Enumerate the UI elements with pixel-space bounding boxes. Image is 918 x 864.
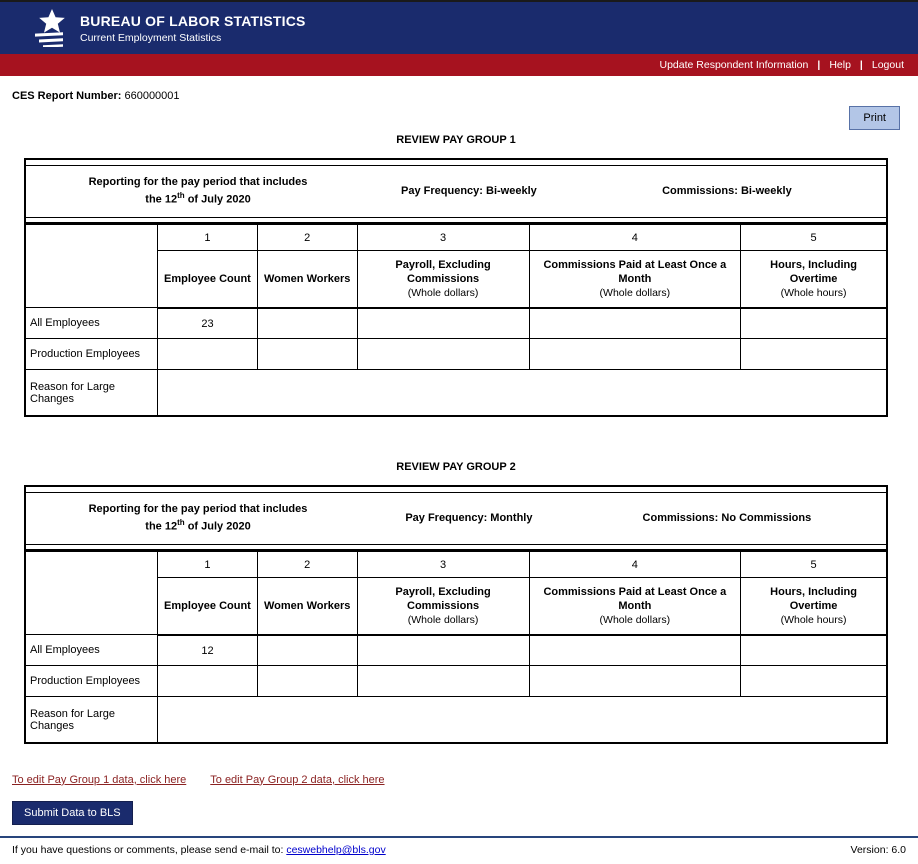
column-header-commissions: Commissions Paid at Least Once a Month (W… bbox=[528, 250, 742, 309]
pay-group-1-table: Reporting for the pay period that includ… bbox=[24, 158, 888, 417]
g2-production-commissions bbox=[528, 665, 742, 698]
commissions-text: Commissions: Bi-weekly bbox=[662, 185, 792, 198]
column-number-4: 4 bbox=[528, 550, 742, 579]
print-row: Print bbox=[0, 106, 918, 130]
submit-data-button[interactable]: Submit Data to BLS bbox=[12, 800, 133, 825]
reporting-period-text: Reporting for the pay period that includ… bbox=[88, 176, 308, 207]
column-header-employee-count: Employee Count bbox=[157, 250, 258, 309]
g1-all-employees-employee-count: 23 bbox=[157, 307, 258, 340]
g1-all-employees-women-workers bbox=[256, 307, 358, 340]
ces-report-number-label: CES Report Number: bbox=[12, 90, 122, 102]
pay-group-1-grid: 1 2 3 4 5 Employee Count Women Workers P… bbox=[26, 222, 886, 415]
g2-all-employees-employee-count: 12 bbox=[157, 634, 258, 667]
nav-separator: | bbox=[817, 59, 821, 71]
row-label-production-employees: Production Employees bbox=[26, 665, 159, 698]
g1-production-employee-count bbox=[157, 338, 258, 371]
g1-production-payroll bbox=[356, 338, 530, 371]
g2-production-employee-count bbox=[157, 665, 258, 698]
edit-pay-group-2-link[interactable]: To edit Pay Group 2 data, click here bbox=[210, 773, 385, 786]
table-row-all-employees: All Employees 12 bbox=[26, 634, 886, 667]
g1-all-employees-hours bbox=[740, 307, 886, 340]
table-row-production-employees: Production Employees bbox=[26, 665, 886, 698]
reporting-period-text: Reporting for the pay period that includ… bbox=[88, 502, 308, 533]
column-header-commissions: Commissions Paid at Least Once a Month (W… bbox=[528, 577, 742, 636]
row-label-all-employees: All Employees bbox=[26, 307, 159, 340]
g2-production-hours bbox=[740, 665, 886, 698]
column-number-5: 5 bbox=[740, 550, 886, 579]
column-number-3: 3 bbox=[356, 223, 530, 252]
app-header: BUREAU OF LABOR STATISTICS Current Emplo… bbox=[0, 2, 918, 54]
column-header-payroll: Payroll, Excluding Commissions (Whole dol… bbox=[356, 250, 530, 309]
column-header-hours: Hours, Including Overtime (Whole hours) bbox=[740, 250, 886, 309]
column-header-employee-count: Employee Count bbox=[157, 577, 258, 636]
column-number-1: 1 bbox=[157, 223, 258, 252]
g2-production-payroll bbox=[356, 665, 530, 698]
column-number-1: 1 bbox=[157, 550, 258, 579]
g1-production-commissions bbox=[528, 338, 742, 371]
pay-group-2-grid: 1 2 3 4 5 Employee Count Women Workers P… bbox=[26, 549, 886, 742]
column-header-hours: Hours, Including Overtime (Whole hours) bbox=[740, 577, 886, 636]
g2-all-employees-commissions bbox=[528, 634, 742, 667]
g1-reason-for-large-changes-cell bbox=[157, 369, 886, 415]
g2-all-employees-women-workers bbox=[256, 634, 358, 667]
table-row-all-employees: All Employees 23 bbox=[26, 307, 886, 340]
column-header-women-workers: Women Workers bbox=[256, 577, 358, 636]
submit-row: Submit Data to BLS bbox=[12, 800, 918, 825]
g1-all-employees-commissions bbox=[528, 307, 742, 340]
row-label-all-employees: All Employees bbox=[26, 634, 159, 667]
ces-report-number-line: CES Report Number: 660000001 bbox=[0, 76, 918, 102]
row-label-header-cell bbox=[26, 550, 159, 636]
g1-all-employees-payroll bbox=[356, 307, 530, 340]
row-label-reason-for-large-changes: Reason for Large Changes bbox=[26, 696, 159, 742]
column-number-2: 2 bbox=[256, 223, 358, 252]
column-number-5: 5 bbox=[740, 223, 886, 252]
pay-frequency-text: Pay Frequency: Bi-weekly bbox=[401, 185, 537, 198]
g2-all-employees-hours bbox=[740, 634, 886, 667]
edit-pay-group-1-link[interactable]: To edit Pay Group 1 data, click here bbox=[12, 773, 187, 786]
g2-all-employees-payroll bbox=[356, 634, 530, 667]
row-label-production-employees: Production Employees bbox=[26, 338, 159, 371]
pay-group-1-title: REVIEW PAY GROUP 1 bbox=[396, 134, 516, 146]
nav-link-logout[interactable]: Logout bbox=[871, 59, 904, 71]
g1-production-women-workers bbox=[256, 338, 358, 371]
pay-group-2-header: Reporting for the pay period that includ… bbox=[26, 487, 886, 546]
footer-email-link[interactable]: ceswebhelp@bls.gov bbox=[286, 844, 386, 856]
version-label: Version: 6.0 bbox=[850, 844, 906, 856]
column-number-3: 3 bbox=[356, 550, 530, 579]
commissions-text: Commissions: No Commissions bbox=[642, 511, 812, 524]
row-label-header-cell bbox=[26, 223, 159, 309]
table-row-production-employees: Production Employees bbox=[26, 338, 886, 371]
g2-reason-for-large-changes-cell bbox=[157, 696, 886, 742]
nav-link-help[interactable]: Help bbox=[829, 59, 851, 71]
table-row-reason-for-large-changes: Reason for Large Changes bbox=[26, 696, 886, 742]
footer-help-text: If you have questions or comments, pleas… bbox=[12, 844, 386, 856]
row-label-reason-for-large-changes: Reason for Large Changes bbox=[26, 369, 159, 415]
top-nav-bar: Update Respondent Information | Help | L… bbox=[0, 54, 918, 76]
pay-group-1-header: Reporting for the pay period that includ… bbox=[26, 160, 886, 219]
column-header-payroll: Payroll, Excluding Commissions (Whole dol… bbox=[356, 577, 530, 636]
column-header-women-workers: Women Workers bbox=[256, 250, 358, 309]
app-subtitle: Current Employment Statistics bbox=[80, 31, 222, 44]
pay-group-2-title: REVIEW PAY GROUP 2 bbox=[396, 460, 516, 473]
ces-report-number-value: 660000001 bbox=[124, 90, 180, 102]
column-number-2: 2 bbox=[256, 550, 358, 579]
table-row-reason-for-large-changes: Reason for Large Changes bbox=[26, 369, 886, 415]
header-text: BUREAU OF LABOR STATISTICS Current Emplo… bbox=[80, 13, 306, 44]
g2-production-women-workers bbox=[256, 665, 358, 698]
column-number-4: 4 bbox=[528, 223, 742, 252]
page-footer: If you have questions or comments, pleas… bbox=[0, 836, 918, 864]
print-button[interactable]: Print bbox=[849, 106, 900, 130]
main-content: REVIEW PAY GROUP 1 Reporting for the pay… bbox=[0, 134, 918, 744]
nav-link-update-respondent-information[interactable]: Update Respondent Information bbox=[659, 59, 809, 71]
nav-separator: | bbox=[859, 59, 863, 71]
agency-title: BUREAU OF LABOR STATISTICS bbox=[80, 12, 306, 29]
pay-frequency-text: Pay Frequency: Monthly bbox=[405, 511, 533, 524]
g1-production-hours bbox=[740, 338, 886, 371]
edit-links-row: To edit Pay Group 1 data, click here To … bbox=[12, 774, 918, 786]
pay-group-2-table: Reporting for the pay period that includ… bbox=[24, 484, 888, 744]
bls-logo-icon bbox=[28, 7, 70, 49]
